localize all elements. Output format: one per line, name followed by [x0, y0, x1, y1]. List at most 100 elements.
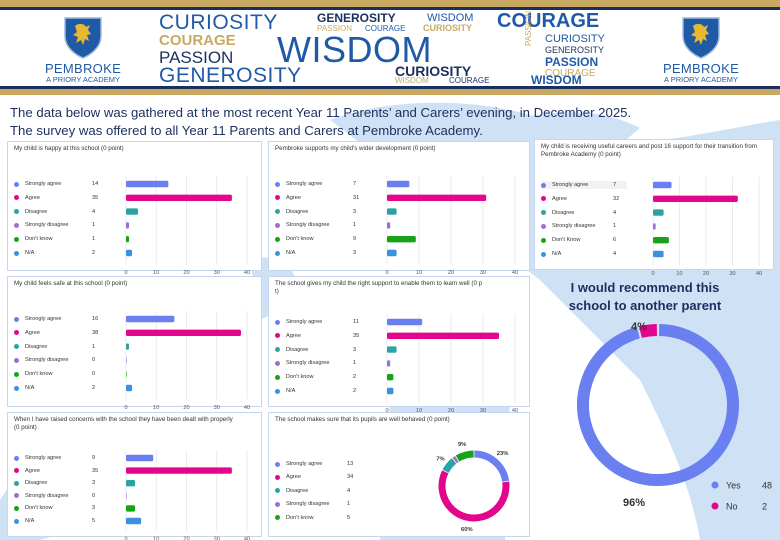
- panel-careers-support: My child is receiving useful careers and…: [534, 139, 774, 275]
- legend-item: Strongly agree 14: [14, 180, 112, 188]
- legend-dot-icon: [14, 209, 19, 215]
- legend-value: 9: [92, 455, 96, 461]
- legend-item: Strongly agree 13: [275, 460, 375, 468]
- chart-title: My child is receiving useful careers and…: [541, 143, 757, 159]
- bar: [126, 384, 133, 392]
- legend-item: N/A 2: [275, 387, 373, 395]
- x-tick-label: 30: [214, 405, 220, 411]
- legend-value: 35: [92, 194, 99, 201]
- donut-data-label: 96%: [623, 497, 645, 509]
- legend-label: Strongly agree: [286, 181, 323, 187]
- legend-label: N/A: [286, 250, 296, 256]
- legend-label: Yes: [726, 481, 741, 491]
- legend-dot-icon: [275, 319, 280, 325]
- legend-dot-icon: [14, 330, 19, 336]
- bar: [126, 343, 130, 350]
- x-tick-label: 30: [480, 270, 486, 276]
- legend-dot-icon: [14, 236, 19, 242]
- legend-dot-icon: [14, 357, 19, 363]
- legend-value: 3: [353, 346, 357, 353]
- bar: [126, 315, 175, 323]
- bar: [653, 195, 738, 202]
- donut-slice: [438, 470, 510, 522]
- donut-data-label: 4%: [631, 321, 647, 333]
- legend-label: Disagree: [286, 487, 309, 494]
- legend-value: 3: [353, 208, 357, 215]
- donut-data-label: 23%: [497, 451, 509, 457]
- x-tick-label: 10: [676, 271, 682, 275]
- bar: [126, 517, 142, 525]
- chart-title-line-2: Pembroke Academy (0 point): [541, 151, 621, 158]
- donut-slice: [577, 324, 739, 486]
- legend-label: N/A: [25, 385, 35, 391]
- bar: [126, 236, 130, 243]
- legend-dot-icon: [275, 333, 280, 339]
- header-gold-band: [0, 89, 780, 95]
- legend-value: 4: [613, 251, 617, 257]
- x-tick-label: 40: [244, 537, 250, 540]
- donut-data-label: 7%: [436, 456, 444, 462]
- legend-value: 7: [613, 182, 617, 188]
- legend-dot-icon: [275, 181, 280, 187]
- school-logo-left: PEMBROKE A PRIORY ACADEMY: [28, 14, 138, 84]
- bar-chart: 0 10 20 30 40: [385, 314, 518, 412]
- legend-value: 38: [92, 329, 99, 336]
- legend-dot-icon: [541, 210, 546, 216]
- logo-right-subtitle: A PRIORY ACADEMY: [664, 75, 738, 84]
- wordcloud-word: PASSION: [159, 48, 234, 67]
- x-tick-label: 20: [703, 271, 709, 275]
- bar: [387, 180, 410, 188]
- legend-item: N/A 4: [541, 250, 633, 258]
- legend-value: 0: [92, 371, 96, 378]
- legend-value: 6: [613, 237, 617, 244]
- wordcloud-word: PASSION: [545, 55, 599, 69]
- legend-value: 1: [92, 343, 96, 350]
- legend-value: 35: [92, 467, 99, 474]
- wordcloud-word: CURIOSITY: [545, 33, 605, 45]
- recommend-title: I would recommend this school to another…: [568, 280, 722, 313]
- x-tick-label: 40: [512, 270, 518, 276]
- legend-label: Agree: [25, 467, 40, 474]
- bar: [126, 249, 133, 257]
- legend-value: 31: [353, 194, 360, 201]
- wordcloud-word: CURIOSITY: [159, 11, 278, 34]
- legend-label: Strongly disagree: [25, 492, 69, 499]
- legend-value: 3: [92, 505, 96, 512]
- bar: [653, 237, 669, 244]
- legend-dot-icon: [14, 195, 19, 201]
- legend-item: Strongly disagree 0: [14, 492, 112, 500]
- bar-chart: 0 10 20 30 40: [385, 176, 518, 276]
- legend-label: Strongly agree: [286, 461, 323, 467]
- legend-label: Agree: [25, 194, 40, 201]
- legend-item: Strongly agree 11: [275, 318, 373, 326]
- bar: [387, 332, 499, 339]
- x-tick-label: 30: [480, 408, 486, 412]
- legend-value: 0: [92, 357, 96, 364]
- legend-label: Don't know: [286, 514, 314, 521]
- intro-text: The data below was gathered at the most …: [10, 104, 631, 140]
- legend-dot-icon: [14, 316, 19, 322]
- bar: [653, 223, 656, 230]
- logo-right-name: PEMBROKE: [662, 61, 740, 76]
- wordcloud-word: CURIOSITY: [423, 23, 473, 33]
- legend-dot-icon: [541, 182, 546, 188]
- legend-label: Strongly disagree: [552, 223, 596, 230]
- x-tick-label: 0: [124, 405, 127, 411]
- legend-label: Strongly disagree: [25, 357, 69, 364]
- x-tick-label: 20: [183, 405, 189, 411]
- intro-line-1: The data below was gathered at the most …: [10, 105, 632, 120]
- legend-value: 2: [762, 502, 767, 512]
- legend-label: Agree: [286, 194, 301, 201]
- x-tick-label: 40: [244, 270, 250, 276]
- header-banner: PEMBROKE A PRIORY ACADEMY CURIOSITY GENE…: [0, 10, 780, 86]
- legend-label: Don't know: [286, 236, 314, 243]
- legend-value: 1: [347, 501, 351, 508]
- donut-slice: [442, 458, 457, 473]
- x-tick-label: 20: [183, 270, 189, 276]
- legend-value: 1: [353, 222, 357, 229]
- legend-item: Don't know 1: [14, 235, 112, 243]
- legend-value: 11: [353, 319, 359, 325]
- wordcloud-word: CURIOSITY: [395, 63, 472, 79]
- wordcloud-word: GENEROSITY: [159, 64, 302, 87]
- header-navy-line: [0, 86, 780, 89]
